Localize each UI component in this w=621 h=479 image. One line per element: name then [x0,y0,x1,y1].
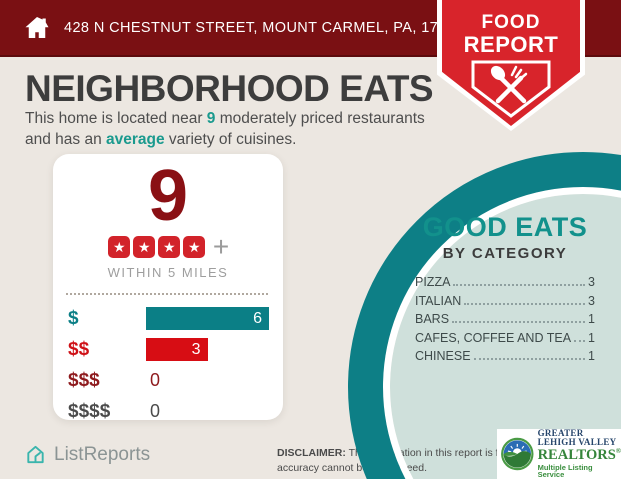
listreports-house-icon [27,445,44,464]
category-row: BARS 1 [415,312,595,326]
summary-sentence: This home is located near 9 moderately p… [25,110,425,148]
category-row: CHINESE 1 [415,349,595,363]
dotted-divider [66,293,268,295]
glvr-emblem-icon [501,437,534,471]
dotted-leader [452,321,586,323]
category-value: 1 [588,330,595,345]
bar: 3 [146,338,208,361]
glvr-logo-text: GREATER LEHIGH VALLEY REALTORS® Multiple… [538,429,621,479]
category-row: CAFES, COFFEE AND TEA 1 [415,331,595,345]
category-value: 1 [588,312,595,326]
glvr-mls: Multiple Listing Service [537,462,593,479]
price-tier-label: $ [68,307,79,329]
bar-row-4: $$$$ 0 [68,400,283,423]
good-eats-title: GOOD EATS [422,212,588,242]
bar-track: 0 [146,369,283,392]
home-icon [25,16,49,38]
category-label: ITALIAN [415,293,462,308]
bar-row-2: $$ 3 [68,338,283,361]
price-tier-bar-chart: $ 6 $$ 3 $$$ 0 $$$$ 0 [53,307,283,423]
bar-track: 3 [146,338,283,361]
category-label: PIZZA [415,275,451,289]
bar: 6 [146,307,269,330]
star-rating: ★ ★ ★ ★ [107,236,207,258]
glvr-line1: GREATER [537,428,584,439]
bar: 0 [146,400,283,423]
dotted-leader [473,358,586,360]
fork-and-spoon-icon [471,60,551,118]
category-value: 3 [588,275,595,289]
category-value: 3 [588,293,595,308]
variety-highlight: average [106,131,165,148]
good-eats-subtitle: BY CATEGORY [442,245,568,262]
bar-value: 6 [253,309,262,327]
ribbon-line1: FOOD [481,12,541,33]
category-row: ITALIAN 3 [415,294,595,308]
bar-value: 3 [191,340,201,358]
dotted-leader [464,302,586,305]
bar-track: 0 [146,400,283,423]
glvr-realtors: REALTORS® [537,447,621,464]
bar-row-3: $$$ 0 [68,369,283,392]
bar-value: 0 [150,370,161,390]
category-row: PIZZA 3 [415,275,595,289]
category-label: CAFES, COFFEE AND TEA [415,330,572,345]
category-list: PIZZA 3 ITALIAN 3 BARS 1 CAFES, COFFEE A… [415,275,595,363]
star-icon: ★ [108,236,131,258]
ribbon-line2: REPORT [463,32,559,57]
restaurant-count-highlight: 9 [206,110,216,127]
star-icon: ★ [133,236,156,258]
page-title: NEIGHBORHOOD EATS [25,68,434,109]
dotted-leader [574,339,586,342]
bar-value: 0 [150,401,161,421]
restaurant-stats-card: 9 ★ ★ ★ ★ + WITHIN 5 MILES $ 6 $$ 3 $$$ [53,154,283,423]
category-label: BARS [415,312,450,326]
bar-row-1: $ 6 [68,307,283,330]
bar: 0 [146,369,283,392]
price-tier-label: $$$ [68,369,100,391]
listreports-logo: ListReports [24,443,150,466]
good-eats-panel: GOOD EATS BY CATEGORY PIZZA 3 ITALIAN 3 … [415,212,595,368]
star-icon: ★ [183,236,206,258]
realtor-association-logo: GREATER LEHIGH VALLEY REALTORS® Multiple… [497,429,621,479]
plus-icon: + [212,231,230,262]
price-tier-label: $$$$ [68,400,111,422]
listreports-wordmark: ListReports [54,443,151,465]
star-icon: ★ [158,236,181,258]
restaurant-count: 9 [147,156,189,236]
rating-row: ★ ★ ★ ★ + [53,231,283,262]
property-address: 428 N CHESTNUT STREET, MOUNT CARMEL, PA,… [64,19,464,36]
dotted-leader [453,284,586,286]
price-tier-label: $$ [68,338,90,360]
category-value: 1 [588,349,595,363]
food-report-ribbon: FOOD REPORT [437,0,585,131]
radius-label: WITHIN 5 MILES [107,265,229,280]
bar-track: 6 [146,307,283,330]
glvr-line2: LEHIGH VALLEY [537,437,617,448]
category-label: CHINESE [415,349,471,363]
